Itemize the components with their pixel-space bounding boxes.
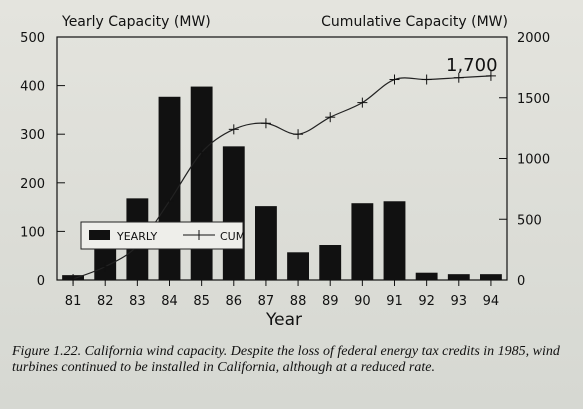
x-tick-label-85: 85	[193, 294, 210, 309]
cum-point-94	[485, 70, 496, 81]
x-tick-label-83: 83	[129, 294, 146, 309]
right-axis-title: Cumulative Capacity (MW)	[321, 14, 508, 30]
yearly-bars	[62, 86, 502, 281]
left-tick-label-2: 200	[20, 177, 45, 192]
x-tick-label-92: 92	[418, 294, 435, 309]
right-tick-label-4: 2000	[517, 31, 550, 46]
cum-point-82	[100, 261, 111, 272]
x-tick-label-94: 94	[483, 294, 500, 309]
x-tick-label-87: 87	[258, 294, 275, 309]
bar-94	[480, 274, 502, 280]
x-tick-label-88: 88	[290, 294, 307, 309]
cum-point-91	[389, 74, 400, 85]
bar-86	[222, 146, 245, 280]
x-tick-label-81: 81	[65, 294, 82, 309]
cum-point-87	[260, 118, 271, 129]
left-tick-label-1: 100	[20, 225, 45, 240]
x-tick-label-84: 84	[161, 294, 178, 309]
bar-93	[447, 274, 470, 280]
cumulative-total-annotation: 1,700	[446, 55, 498, 76]
left-tick-label-4: 400	[20, 80, 45, 95]
cum-point-85	[196, 147, 207, 158]
left-tick-label-3: 300	[20, 128, 45, 143]
bar-87	[255, 206, 277, 280]
chart-frame: 0 100 200 300 400 500 0 500 1000 1500 2000 81 82 83 84…	[20, 31, 550, 309]
bar-92	[415, 272, 438, 280]
legend: YEARLY CUM	[80, 221, 245, 250]
legend-cum-label: CUM	[220, 230, 245, 243]
left-tick-label-5: 500	[20, 31, 45, 46]
left-tick-label-0: 0	[37, 274, 45, 289]
right-tick-label-2: 1000	[517, 153, 550, 168]
cum-point-86	[228, 124, 239, 135]
bar-90	[351, 203, 374, 280]
bar-89	[319, 245, 342, 280]
right-tick-label-0: 0	[517, 274, 525, 289]
bar-91	[383, 201, 406, 280]
x-tick-label-90: 90	[354, 294, 371, 309]
cum-point-90	[357, 97, 368, 108]
bar-88	[287, 252, 309, 280]
right-tick-label-3: 1500	[517, 92, 550, 107]
right-tick-label-1: 500	[517, 213, 542, 228]
x-tick-label-82: 82	[97, 294, 114, 309]
cum-point-89	[325, 112, 336, 123]
x-tick-label-91: 91	[386, 294, 403, 309]
legend-bar-swatch	[89, 230, 110, 240]
cum-point-88	[293, 129, 304, 140]
x-tick-label-89: 89	[322, 294, 339, 309]
left-axis-title: Yearly Capacity (MW)	[61, 14, 211, 30]
x-tick-label-86: 86	[226, 294, 243, 309]
cum-point-81	[68, 274, 79, 285]
figure-caption: Figure 1.22. California wind capacity. D…	[12, 344, 560, 375]
cum-point-92	[421, 74, 432, 85]
cum-point-93	[453, 72, 464, 83]
cum-point-84	[164, 196, 175, 207]
bar-85	[190, 86, 213, 281]
legend-yearly-label: YEARLY	[116, 230, 158, 243]
x-axis-title: Year	[265, 310, 302, 330]
chart-labels: Yearly Capacity (MW) Cumulative Capacity…	[61, 14, 508, 330]
x-tick-label-93: 93	[451, 294, 468, 309]
